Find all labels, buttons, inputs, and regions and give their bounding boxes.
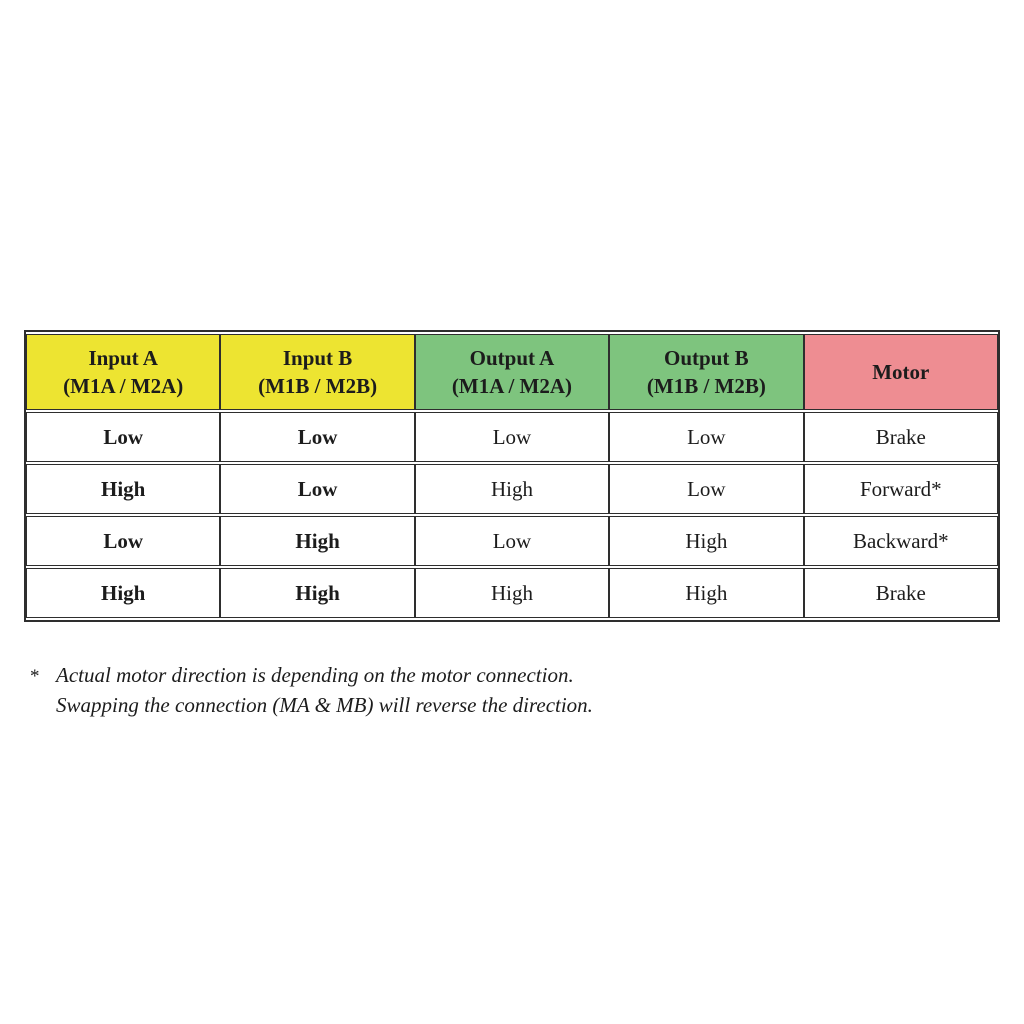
header-label: Output A [469,345,555,370]
header-row: Input A (M1A / M2A) Input B (M1B / M2B) … [26,334,998,410]
header-cell-input-a: Input A (M1A / M2A) [26,334,221,410]
footnote-line-1: Actual motor direction is depending on t… [56,663,574,687]
table-row: Low Low Low Low Brake [26,412,998,462]
header-label: Input B [282,345,353,370]
cell-output-a: High [414,568,610,618]
cell-input-b: Low [220,464,415,514]
cell-input-a: Low [26,412,221,462]
footnote-line-2: Swapping the connection (MA & MB) will r… [56,693,593,717]
header-sublabel: (M1A / M2A) [63,374,184,398]
cell-output-b: Low [609,464,804,514]
table-row: High Low High Low Forward* [26,464,998,514]
header-label: Output B [664,345,749,370]
cell-motor: Brake [803,568,998,618]
cell-input-b: Low [220,412,415,462]
cell-input-a: Low [26,516,221,566]
header-cell-output-a: Output A (M1A / M2A) [414,334,610,410]
table-body: Low Low Low Low Brake High Low High Low … [26,412,998,618]
cell-motor: Forward* [803,464,998,514]
cell-output-a: Low [414,412,610,462]
cell-input-a: High [26,568,221,618]
header-cell-output-b: Output B (M1B / M2B) [609,334,804,410]
truth-table: Input A (M1A / M2A) Input B (M1B / M2B) … [26,332,998,620]
cell-output-b: Low [609,412,804,462]
footnote: * Actual motor direction is depending on… [30,660,593,720]
header-sublabel: (M1A / M2A) [451,374,573,398]
header-sublabel: (M1B / M2B) [646,374,766,398]
cell-motor: Backward* [803,516,998,566]
table-row: High High High High Brake [26,568,998,618]
cell-input-b: High [220,516,415,566]
header-sublabel: (M1B / M2B) [258,374,378,398]
header-cell-motor: Motor [803,334,998,410]
asterisk-marker: * [30,666,40,687]
cell-input-a: High [26,464,221,514]
footnote-text: Actual motor direction is depending on t… [56,660,593,720]
table-header: Input A (M1A / M2A) Input B (M1B / M2B) … [26,334,998,410]
cell-output-b: High [609,516,804,566]
header-label: Motor [872,359,930,384]
header-cell-input-b: Input B (M1B / M2B) [220,334,415,410]
motor-truth-table: Input A (M1A / M2A) Input B (M1B / M2B) … [24,330,1000,622]
header-label: Input A [88,345,158,370]
cell-output-b: High [609,568,804,618]
cell-input-b: High [220,568,415,618]
cell-output-a: High [414,464,610,514]
cell-output-a: Low [414,516,610,566]
table-row: Low High Low High Backward* [26,516,998,566]
cell-motor: Brake [803,412,998,462]
